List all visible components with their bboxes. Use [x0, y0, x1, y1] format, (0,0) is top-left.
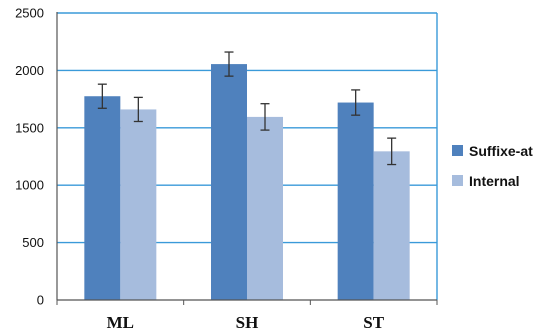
y-tick-label: 500	[22, 235, 44, 250]
x-category-label: SH	[236, 313, 259, 332]
y-tick-label: 1500	[15, 120, 44, 135]
bar	[84, 96, 121, 300]
y-tick-label: 0	[37, 293, 44, 308]
bar-layer	[84, 51, 410, 300]
x-category-label: ML	[107, 313, 134, 332]
bar	[247, 116, 283, 300]
legend-label: Suffixe-at	[469, 143, 533, 159]
legend: Suffixe-at Internal	[452, 143, 533, 189]
y-tick-label: 1000	[15, 178, 44, 193]
axis-layer: 0 500 1000 1500 2000 2500 ML SH ST	[15, 6, 438, 332]
legend-label: Internal	[469, 173, 520, 189]
y-tick-label: 2500	[15, 6, 44, 21]
bar	[211, 64, 247, 300]
y-tick-label: 2000	[15, 63, 44, 78]
legend-swatch	[452, 145, 463, 156]
legend-swatch	[452, 175, 463, 186]
bar	[337, 102, 374, 300]
x-category-label: ST	[363, 313, 384, 332]
bar	[120, 109, 157, 300]
bar	[373, 151, 410, 300]
